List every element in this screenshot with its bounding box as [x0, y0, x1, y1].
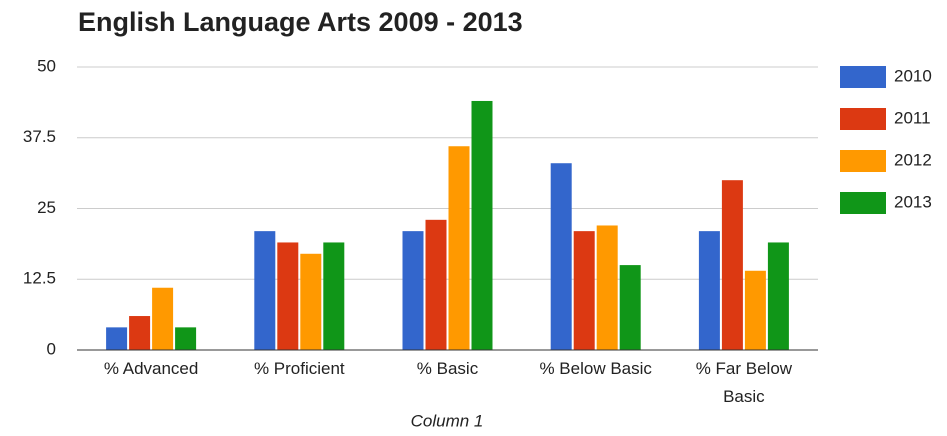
- legend-label: 2011: [894, 108, 931, 127]
- bar: [448, 146, 470, 350]
- legend-swatch: [840, 66, 886, 88]
- bar: [550, 163, 572, 350]
- x-tick-label: % Proficient: [253, 359, 345, 378]
- bar: [721, 180, 743, 350]
- bar: [254, 231, 276, 350]
- y-tick-label: 12.5: [23, 269, 56, 288]
- bar: [471, 100, 493, 351]
- legend-label: 2012: [894, 150, 932, 169]
- legend-swatch: [840, 150, 886, 172]
- bar: [129, 316, 151, 350]
- y-tick-label: 0: [47, 339, 56, 358]
- bar: [744, 270, 766, 350]
- y-tick-label: 25: [37, 198, 56, 217]
- x-tick-label: % Below Basic: [539, 359, 652, 378]
- legend-swatch: [840, 192, 886, 214]
- legend-swatch: [840, 108, 886, 130]
- bar: [425, 219, 447, 350]
- bar: [277, 242, 299, 350]
- y-tick-label: 37.5: [23, 127, 56, 146]
- x-tick-label: % Advanced: [103, 359, 199, 378]
- x-axis-label: Column 1: [411, 411, 484, 430]
- bar: [596, 225, 618, 350]
- bar: [175, 327, 197, 350]
- bar: [152, 287, 174, 350]
- bar: [402, 231, 424, 350]
- x-tick-label: % Far Below Basic: [695, 359, 793, 406]
- legend-label: 2013: [894, 192, 932, 211]
- legend-label: 2010: [894, 66, 932, 85]
- bar: [698, 231, 720, 350]
- chart-title: English Language Arts 2009 - 2013: [78, 7, 523, 37]
- bar: [767, 242, 789, 350]
- bar: [323, 242, 345, 350]
- y-tick-label: 50: [37, 56, 56, 75]
- bar: [619, 265, 641, 350]
- bar: [106, 327, 128, 350]
- x-tick-label: % Basic: [416, 359, 479, 378]
- bar: [573, 231, 595, 350]
- bar: [300, 253, 322, 350]
